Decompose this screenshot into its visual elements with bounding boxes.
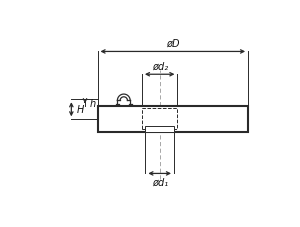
Text: h: h	[90, 98, 96, 108]
Bar	[142, 109, 177, 129]
Text: ød₁: ød₁	[152, 177, 168, 187]
Text: ød₂: ød₂	[152, 62, 168, 72]
Bar	[146, 126, 174, 133]
Bar	[98, 107, 248, 133]
Text: H: H	[76, 105, 84, 115]
Text: øD: øD	[166, 39, 179, 49]
